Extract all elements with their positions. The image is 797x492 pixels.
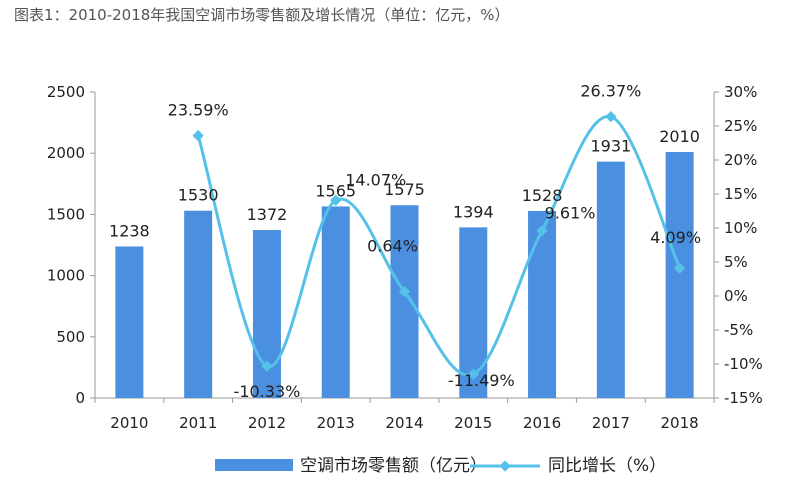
line-value-label: 4.09% <box>650 228 701 247</box>
bar-value-label: 1238 <box>109 221 150 240</box>
y-left-tick-label: 1000 <box>47 267 85 285</box>
line-value-label: 26.37% <box>580 82 641 101</box>
bar <box>528 210 557 398</box>
line-point <box>192 129 204 142</box>
line-value-label: 23.59% <box>168 101 229 120</box>
line-point <box>330 194 342 206</box>
bar <box>390 205 419 398</box>
bar <box>115 246 144 398</box>
y-right-tick-label: -5% <box>724 321 753 339</box>
axes: 0 500 1000 1500 2000 2500 -15% -10% -5% 0% 5% 10% 15… <box>47 83 763 432</box>
y-left-tick-label: 0 <box>75 389 85 407</box>
bar-value-label: 1394 <box>453 202 494 221</box>
y-left-tick-label: 2500 <box>47 83 85 101</box>
bar-value-label: 1530 <box>178 186 219 205</box>
bar-value-label: 1372 <box>247 205 288 224</box>
line-point <box>536 224 548 237</box>
bar-value-label: 1565 <box>315 181 356 200</box>
x-tick-label: 2016 <box>523 414 561 432</box>
legend-bar-label: 空调市场零售额（亿元） <box>300 456 487 476</box>
legend-bar-swatch <box>215 459 293 471</box>
y-left-tick-label: 1500 <box>47 205 85 223</box>
line-value-label: 0.64% <box>367 237 418 256</box>
x-tick-label: 2015 <box>454 414 492 432</box>
line-series <box>192 111 686 380</box>
legend-line-marker <box>499 460 511 472</box>
bar-value-label: 1931 <box>590 137 631 156</box>
data-labels: 1238 1530 1372 1565 1575 1394 1528 1931 2010 23.5… <box>109 82 701 402</box>
line-point <box>261 360 273 372</box>
legend: 空调市场零售额（亿元） 同比增长（%） <box>215 456 666 476</box>
x-tick-label: 2012 <box>248 414 286 432</box>
bar <box>596 161 625 398</box>
line-value-label: 9.61% <box>545 204 596 223</box>
x-tick-label: 2010 <box>110 414 148 432</box>
bar-value-label: 2010 <box>659 127 700 146</box>
bar-value-label: 1575 <box>384 180 425 199</box>
y-right-tick-label: 10% <box>724 219 757 237</box>
y-right-tick-label: 30% <box>724 83 757 101</box>
line-value-label: -11.49% <box>448 371 515 390</box>
line-point <box>398 285 411 298</box>
y-right-tick-label: 15% <box>724 185 757 203</box>
x-tick-label: 2013 <box>317 414 355 432</box>
legend-line-label: 同比增长（%） <box>548 456 666 476</box>
x-tick-label: 2014 <box>385 414 423 432</box>
y-right-tick-label: -10% <box>724 355 763 373</box>
bar <box>321 206 350 398</box>
x-tick-label: 2018 <box>661 414 699 432</box>
x-tick-label: 2017 <box>592 414 630 432</box>
bar-value-label: 1528 <box>522 186 563 205</box>
bar <box>252 230 281 398</box>
line-value-label: 14.07% <box>345 170 406 189</box>
line-point <box>467 368 479 380</box>
x-tick-label: 2011 <box>179 414 217 432</box>
line-point <box>673 262 686 274</box>
line-value-label: -10.33% <box>234 382 301 401</box>
y-left-tick-label: 2000 <box>47 144 85 162</box>
y-left-tick-label: 500 <box>56 328 85 346</box>
y-right-tick-label: 25% <box>724 117 757 135</box>
bar-series <box>115 151 694 398</box>
y-right-tick-label: 20% <box>724 151 757 169</box>
y-right-tick-label: 0% <box>724 287 748 305</box>
bar <box>665 151 694 398</box>
y-right-tick-label: -15% <box>724 389 763 407</box>
chart-title: 图表1：2010-2018年我国空调市场零售额及增长情况（单位：亿元，%） <box>14 6 510 24</box>
y-right-tick-label: 5% <box>724 253 748 271</box>
bar <box>184 210 213 398</box>
